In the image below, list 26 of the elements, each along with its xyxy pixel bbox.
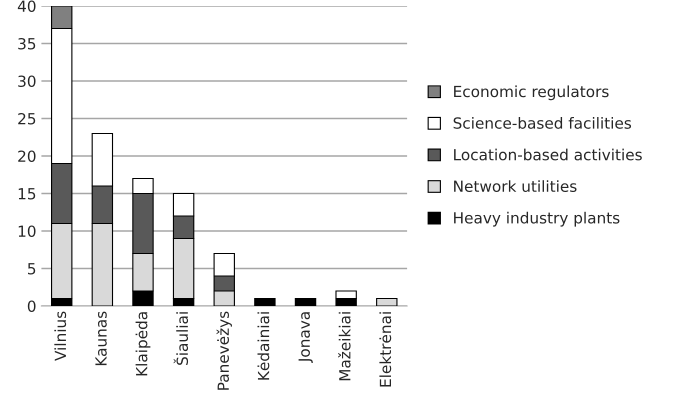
x-tick-label: Panevėžys — [216, 312, 232, 390]
legend-label: Science-based facilities — [454, 117, 632, 129]
legend-label: Heavy industry plants — [454, 212, 620, 227]
y-tick-label: 40 — [18, 0, 36, 12]
bar — [294, 298, 316, 306]
legend-label: Economic regulators — [454, 85, 609, 100]
y-tick-label: 5 — [28, 263, 36, 275]
y-tick-label: 0 — [28, 300, 36, 312]
y-tick-label: 25 — [18, 112, 36, 125]
x-tick-label: Mažeikiai — [338, 312, 351, 380]
bar — [254, 298, 276, 306]
x-tick-label: Kėdainiai — [257, 312, 270, 380]
x-tick-label: Vilnius — [54, 312, 66, 361]
x-tick-label: Jonava — [298, 312, 313, 363]
y-tick-label: 15 — [18, 188, 36, 200]
legend-label: Location-based activities — [454, 148, 642, 160]
x-tick-label: Klaipėda — [136, 312, 150, 376]
y-tick-label: 35 — [18, 38, 36, 50]
x-tick-label: Kaunas — [95, 312, 107, 366]
y-tick-label: 10 — [18, 225, 36, 238]
x-tick-label: Elektrėnai — [379, 312, 392, 386]
legend-label: Network utilities — [454, 180, 577, 192]
y-tick-label: 30 — [18, 75, 36, 88]
y-tick-label: 20 — [18, 150, 36, 162]
bar — [376, 298, 398, 306]
x-tick-label: Šiauliai — [174, 312, 188, 365]
